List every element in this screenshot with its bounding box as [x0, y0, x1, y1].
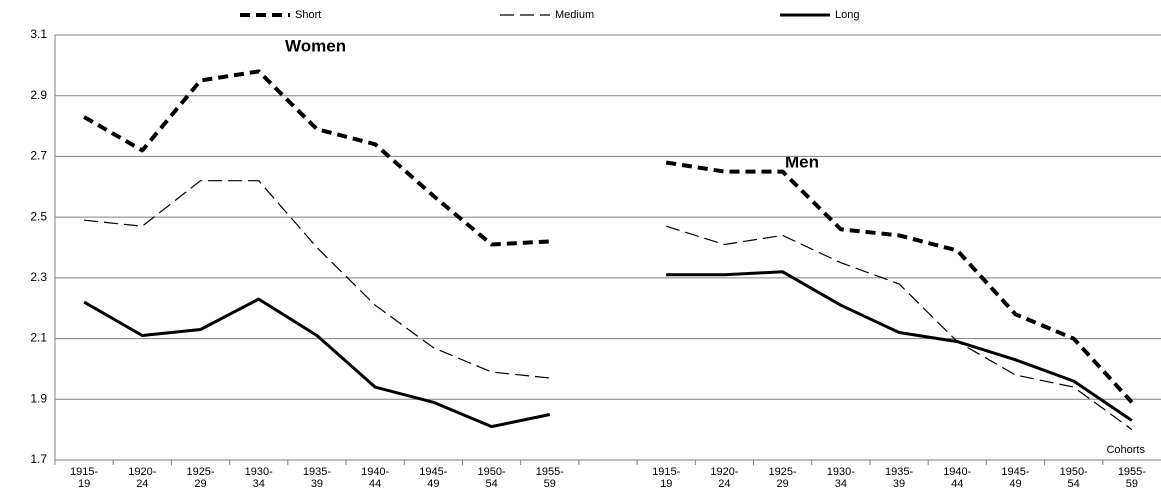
- x-tick-label: 1930-34: [827, 466, 855, 490]
- y-tick-label: 2.1: [30, 331, 47, 345]
- x-tick-label: 1925-29: [186, 466, 214, 490]
- series-line: [84, 180, 1133, 431]
- x-tick-label: 1955-59: [1118, 466, 1146, 490]
- legend-label: Long: [835, 9, 859, 21]
- x-tick-label: 1915-19: [652, 466, 680, 490]
- y-tick-label: 2.7: [30, 149, 47, 163]
- x-tick-label: 1935-39: [303, 466, 331, 490]
- y-tick-label: 2.9: [30, 88, 47, 102]
- x-tick-label: 1925-29: [769, 466, 797, 490]
- annotation: Cohorts: [1106, 444, 1145, 456]
- y-tick-label: 1.7: [30, 452, 47, 466]
- y-tick-label: 1.9: [30, 391, 47, 405]
- series-line: [83, 69, 1134, 404]
- x-tick-label: 1945-49: [419, 466, 447, 490]
- y-tick-label: 2.5: [30, 209, 47, 223]
- y-tick-label: 3.1: [30, 27, 47, 41]
- legend-label: Short: [295, 9, 321, 21]
- x-tick-label: 1930-34: [245, 466, 273, 490]
- x-tick-label: 1955-59: [536, 466, 564, 490]
- x-tick-label: 1940-44: [943, 466, 971, 490]
- series-line: [83, 270, 1133, 429]
- legend-label: Medium: [555, 9, 594, 21]
- annotation: Women: [285, 36, 346, 55]
- x-tick-label: 1915-19: [70, 466, 98, 490]
- x-tick-label: 1945-49: [1001, 466, 1029, 490]
- y-tick-label: 2.3: [30, 270, 47, 284]
- x-tick-label: 1920-24: [710, 466, 738, 490]
- annotation: Men: [785, 152, 819, 171]
- x-tick-label: 1940-44: [361, 466, 389, 490]
- x-tick-label: 1935-39: [885, 466, 913, 490]
- x-tick-label: 1920-24: [128, 466, 156, 490]
- x-tick-label: 1950-54: [1060, 466, 1088, 490]
- x-tick-label: 1950-54: [478, 466, 506, 490]
